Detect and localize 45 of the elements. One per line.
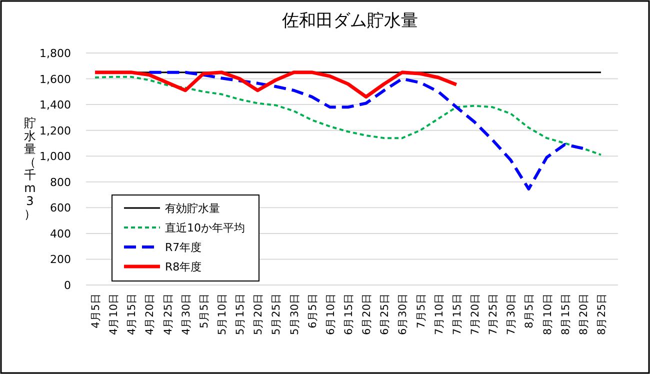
x-tick-label: 5月10日: [216, 293, 229, 336]
x-tick-label: 7月5日: [415, 293, 428, 328]
y-tick-label: 600: [50, 202, 71, 215]
x-tick-label: 7月20日: [469, 293, 482, 336]
x-tick-label: 7月30日: [506, 293, 518, 336]
y-tick-label: 1,000: [40, 150, 71, 164]
legend-label: 有効貯水量: [165, 202, 220, 215]
x-tick-label: 4月20日: [144, 293, 156, 336]
x-tick-label: 6月5日: [306, 293, 319, 328]
x-tick-label: 6月10日: [324, 293, 337, 336]
x-tick-label: 4月10日: [108, 293, 120, 336]
y-tick-label: 0: [64, 279, 71, 292]
x-tick-label: 6月20日: [361, 293, 374, 336]
x-tick-label: 8月25日: [596, 293, 608, 336]
x-tick-label: 5月15日: [234, 293, 247, 336]
x-tick-label: 4月25日: [162, 293, 174, 336]
y-axis-title: 貯水量（千m3）: [24, 116, 36, 221]
y-tick-label: 1,600: [40, 72, 71, 86]
x-tick-label: 7月25日: [488, 293, 500, 336]
chart-title: 佐和田ダム貯水量: [282, 11, 418, 31]
y-tick-label: 1,400: [40, 98, 71, 112]
x-tick-label: 6月25日: [379, 293, 392, 336]
x-tick-label: 4月30日: [180, 293, 192, 336]
x-tick-label: 4月15日: [126, 293, 138, 336]
x-tick-label: 5月20日: [252, 293, 265, 336]
x-tick-label: 7月10日: [433, 293, 446, 336]
x-tick-label: 7月15日: [451, 293, 464, 336]
y-tick-label: 1,200: [40, 124, 71, 138]
legend-label: R8年度: [165, 260, 202, 274]
x-tick-label: 6月15日: [343, 293, 355, 336]
x-tick-label: 6月30日: [397, 293, 410, 336]
legend-label: R7年度: [165, 241, 202, 254]
y-tick-label: 800: [50, 176, 71, 189]
legend-label: 直近10か年平均: [165, 222, 245, 234]
x-tick-label: 8月5日: [524, 293, 536, 328]
x-tick-label: 4月5日: [90, 293, 102, 328]
x-tick-label: 8月15日: [560, 293, 572, 336]
y-tick-label: 400: [50, 227, 71, 240]
x-tick-label: 5月30日: [288, 293, 301, 336]
x-tick-label: 5月25日: [270, 293, 283, 336]
y-tick-label: 200: [50, 253, 71, 266]
x-tick-label: 8月20日: [578, 293, 590, 336]
x-tick-label: 5月5日: [198, 293, 210, 328]
y-tick-label: 1,800: [40, 47, 71, 60]
x-tick-label: 8月10日: [542, 293, 554, 336]
